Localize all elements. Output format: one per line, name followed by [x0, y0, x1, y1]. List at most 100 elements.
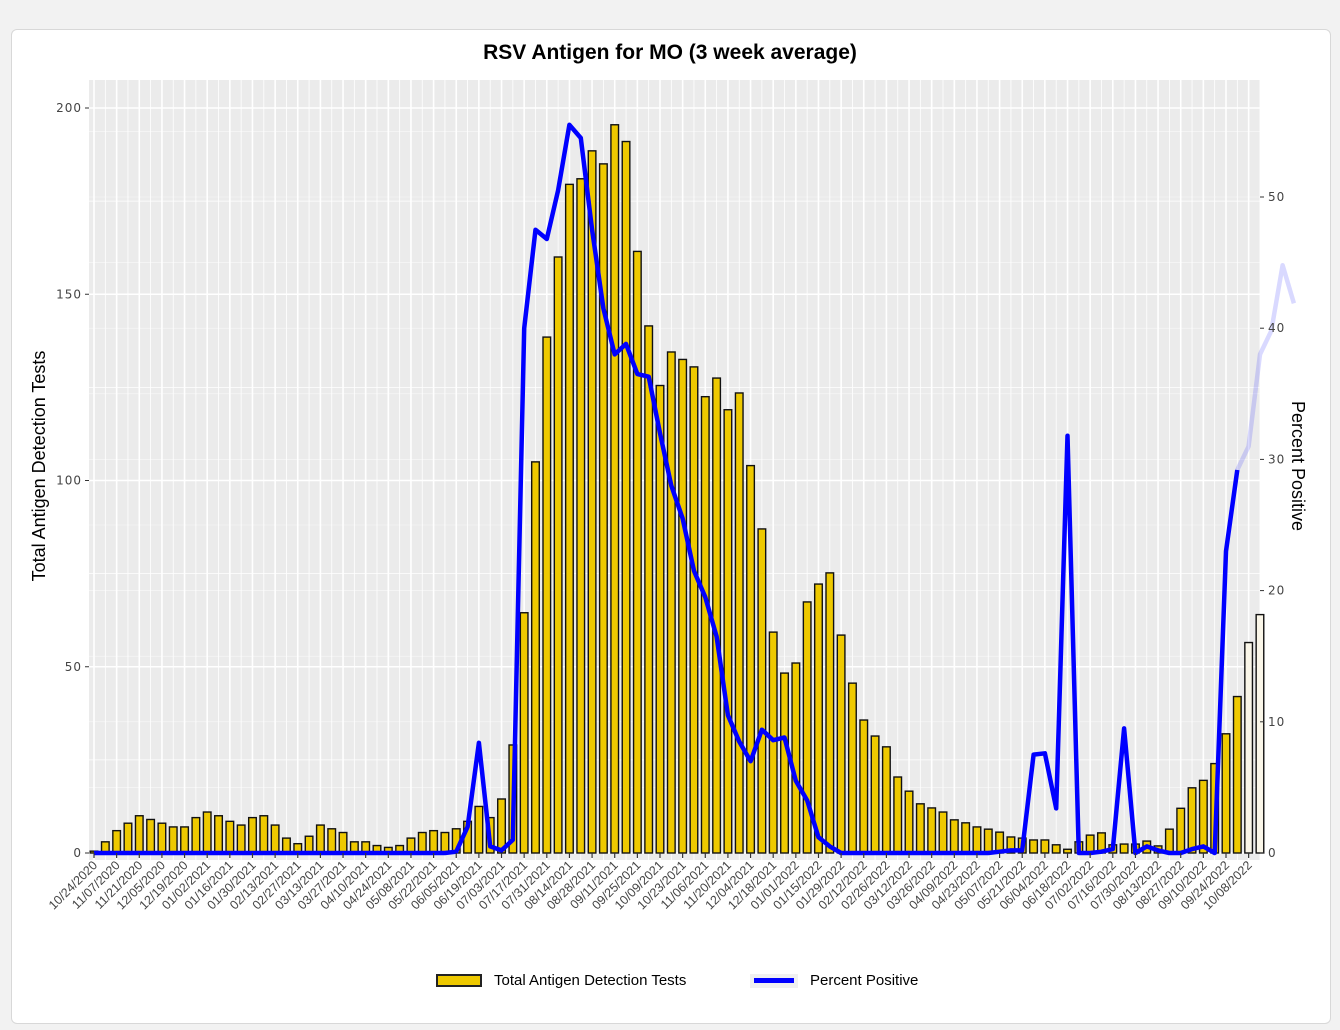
bar — [1063, 848, 1073, 854]
bar — [1232, 695, 1242, 854]
bar — [1029, 839, 1039, 854]
bar — [123, 822, 133, 854]
svg-text:0: 0 — [73, 846, 82, 860]
legend-item-percent: Percent Positive — [750, 972, 918, 989]
bar — [666, 351, 676, 854]
x-axis: 10/24/202011/07/202011/21/202012/05/2020… — [46, 853, 1255, 912]
bar — [893, 776, 903, 854]
bar — [791, 662, 801, 854]
bar — [1051, 844, 1061, 854]
bar — [542, 336, 552, 854]
bar — [259, 815, 269, 854]
bar — [746, 464, 756, 854]
percent-line-provisional — [1235, 262, 1297, 471]
bar — [146, 818, 156, 854]
bar — [678, 358, 688, 854]
bar — [474, 805, 484, 854]
line-swatch-icon — [750, 973, 798, 988]
svg-text:150: 150 — [56, 287, 82, 301]
bar — [723, 409, 733, 854]
bar — [644, 325, 654, 854]
bar — [870, 735, 880, 854]
bar — [1221, 733, 1231, 854]
bar — [1176, 807, 1186, 854]
bar — [202, 811, 212, 854]
bar — [598, 163, 608, 854]
bar — [904, 790, 914, 854]
bar — [1198, 779, 1208, 854]
bar — [180, 826, 190, 854]
bar — [972, 826, 982, 854]
svg-text:50: 50 — [65, 660, 82, 674]
bar — [915, 803, 925, 854]
bar — [700, 395, 710, 854]
bar — [610, 124, 620, 854]
y2-axis-label: Percent Positive — [1288, 401, 1308, 531]
chart-title: RSV Antigen for MO (3 week average) — [483, 41, 857, 64]
bar — [530, 461, 540, 854]
svg-text:200: 200 — [56, 101, 82, 115]
bar — [519, 612, 529, 854]
bar — [440, 831, 450, 854]
bar — [949, 819, 959, 854]
bar — [813, 583, 823, 854]
bar — [836, 634, 846, 854]
bar — [802, 601, 812, 854]
bar — [327, 828, 337, 854]
svg-text:20: 20 — [1268, 584, 1285, 598]
bar-swatch-icon — [436, 974, 482, 987]
bar — [315, 824, 325, 854]
bar-series — [89, 124, 1265, 854]
bar — [338, 831, 348, 854]
bar — [134, 815, 144, 854]
svg-text:30: 30 — [1268, 452, 1285, 466]
bar — [757, 528, 767, 854]
bar — [270, 824, 280, 854]
gridlines — [89, 80, 1261, 860]
bar — [768, 631, 778, 854]
bar — [961, 822, 971, 854]
bar — [1085, 834, 1095, 854]
left-axis: 0 50 100 150 200 — [56, 101, 89, 860]
bar — [689, 366, 699, 854]
bar — [712, 377, 722, 854]
bar — [621, 140, 631, 854]
bar — [1187, 787, 1197, 854]
bar — [112, 829, 122, 854]
bar — [847, 682, 857, 854]
bar — [780, 672, 790, 854]
svg-text:100: 100 — [56, 474, 82, 488]
svg-text:10: 10 — [1268, 715, 1285, 729]
svg-text:50: 50 — [1268, 190, 1285, 204]
bar — [157, 822, 167, 854]
percent-line — [94, 122, 1240, 856]
bar — [1040, 839, 1050, 854]
bar — [1119, 843, 1129, 854]
bar — [564, 183, 574, 854]
bar — [734, 392, 744, 854]
bar — [429, 829, 439, 854]
bar — [417, 831, 427, 854]
bar — [1255, 613, 1265, 854]
legend: Total Antigen Detection Tests Percent Po… — [0, 972, 1340, 994]
legend-item-tests: Total Antigen Detection Tests — [436, 972, 686, 989]
bar — [576, 178, 586, 854]
bar — [214, 815, 224, 854]
bar — [1244, 641, 1254, 854]
svg-text:40: 40 — [1268, 321, 1285, 335]
bar — [859, 719, 869, 854]
bar — [304, 835, 314, 854]
bar — [825, 572, 835, 854]
bar — [927, 807, 937, 854]
bar — [553, 256, 563, 854]
bar — [1164, 828, 1174, 854]
bar — [938, 811, 948, 854]
bar — [225, 820, 235, 854]
right-axis: 0 10 20 30 40 50 — [1260, 190, 1285, 860]
bar — [247, 816, 257, 854]
y-axis-label: Total Antigen Detection Tests — [29, 351, 49, 582]
legend-label-percent: Percent Positive — [810, 972, 919, 989]
legend-label-tests: Total Antigen Detection Tests — [494, 972, 687, 989]
bar — [1006, 836, 1016, 854]
